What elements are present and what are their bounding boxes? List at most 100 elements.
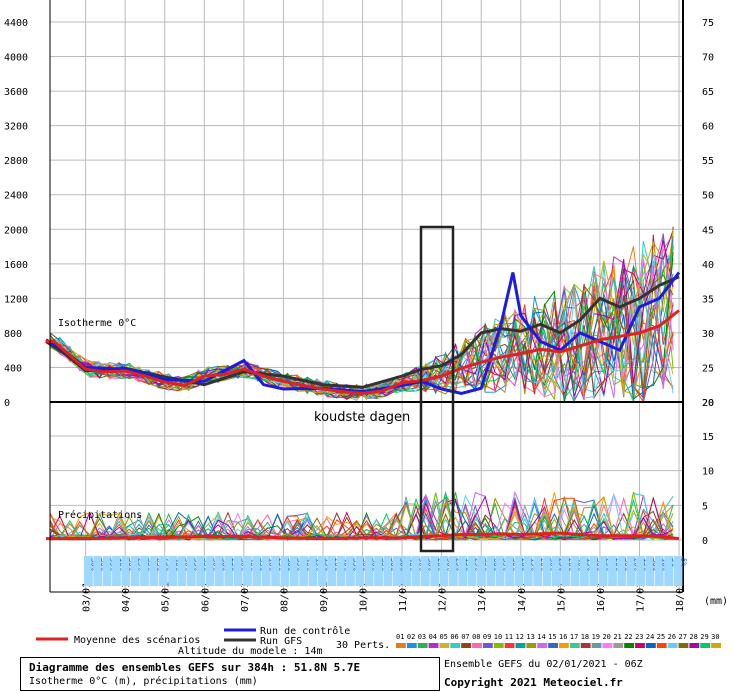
probability-cell [271,556,280,586]
probability-cell [430,556,440,586]
precip-mean-line [46,531,680,541]
probability-cell [355,556,365,586]
y-left-tick-label: 3200 [4,122,28,133]
probability-cell [673,556,683,586]
probability-cell [196,556,206,586]
probability-cell [168,556,177,586]
probability-cell [467,556,477,586]
probability-cell [205,556,215,586]
probability-cell [654,556,664,586]
probability-cell [533,556,543,586]
member-number-label: 02 [407,633,415,641]
y-right-tick-label: 25 [702,363,714,374]
chart-legend: Moyenne des scénarios Run de contrôleRun … [36,625,721,651]
precip-tick-label: 5 [702,501,708,512]
y-left-tick-label: 1200 [4,294,28,305]
probability-cell [542,556,552,586]
probability-cell [140,556,149,586]
date-tick-label: 04/01 [121,582,132,612]
probability-cell [280,556,290,586]
precip-tick-label: 10 [702,467,714,478]
y-right-tick-label: 40 [702,260,714,271]
member-color-swatch [493,643,504,648]
probability-cell [186,556,196,586]
member-number-label: 24 [646,633,654,641]
member-color-swatch [700,643,711,648]
diagram-subtitle: Isotherme 0°C (m), précipitations (mm) [29,676,258,687]
legend-control-label: Run de contrôle [260,625,350,637]
member-color-swatch [461,643,472,648]
y-left-tick-label: 2400 [4,191,28,202]
probability-cell [523,556,533,586]
annotation-koudste-dagen: koudste dagen [314,410,410,425]
probability-cell [289,556,299,586]
member-number-label: 04 [429,633,437,641]
probability-cell [411,556,421,586]
y-right-tick-label: 30 [702,329,714,340]
precip-tick-label: 0 [702,536,708,547]
date-tick-label: 12/01 [438,582,449,612]
member-number-label: 13 [526,633,534,641]
y-left-tick-label: 800 [4,329,22,340]
run-info: Ensemble GEFS du 02/01/2021 - 06Z [444,659,643,670]
y-right-tick-label: 50 [702,191,714,202]
probability-cell [317,556,327,586]
member-number-label: 17 [570,633,578,641]
member-number-label: 19 [592,633,600,641]
probability-cell [514,556,524,586]
probability-cell [495,556,505,586]
member-color-swatch [417,643,428,648]
y-right-tick-label: 70 [702,53,714,64]
member-number-label: 09 [483,633,491,641]
probability-cell [364,556,374,586]
member-number-label: 20 [602,633,610,641]
probability-cell [617,556,627,586]
probability-strip: 30%30%55%10%30%25%35%65%75%40%30%55%35%3… [84,556,687,586]
member-color-swatch [569,643,580,648]
probability-cell [233,556,243,586]
member-color-swatch [515,643,526,648]
member-color-swatch [396,643,406,648]
probability-cell [84,556,93,586]
member-number-label: 25 [657,633,665,641]
probability-cell [626,556,636,586]
probability-cell [598,556,608,586]
member-number-label: 12 [516,633,524,641]
probability-cell [346,556,355,586]
member-number-label: 14 [537,633,545,641]
member-number-label: 16 [559,633,567,641]
probability-cell [224,556,234,586]
probability-cell [383,556,393,586]
member-color-swatch [504,643,515,648]
footer-info-box: Diagramme des ensembles GEFS sur 384h : … [20,657,440,691]
member-color-swatch [711,643,721,648]
member-number-label: 27 [679,633,687,641]
member-number-label: 01 [396,633,404,641]
member-color-swatch [482,643,493,648]
probability-cell [261,556,271,586]
ensemble-mean-line [46,309,680,395]
y-right-tick-label: 20 [702,398,714,409]
probability-cell [561,556,571,586]
member-number-label: 07 [461,633,469,641]
date-tick-label: 13/01 [477,582,488,612]
member-color-swatch [472,643,482,648]
tick-labels: 03/01 04/01 05/01 06/01 07/01 08/01 09/01 10/01… [4,18,714,612]
precip-panel-title: Précipitations [58,509,142,521]
y-left-tick-label: 0 [4,398,10,409]
probability-cell [374,556,383,586]
date-tick-label: 15/01 [556,582,567,612]
y-left-tick-label: 4400 [4,18,28,29]
probability-cell [589,556,599,586]
member-color-swatch [656,643,667,648]
date-tick-label: 09/01 [319,582,330,612]
probability-cell [636,556,645,586]
probability-cell [252,556,262,586]
member-color-swatch [591,643,602,648]
date-tick-label: 06/01 [200,582,211,612]
member-color-swatch [645,643,656,648]
probability-cell [664,556,674,586]
y-right-tick-label: 65 [702,87,714,98]
probability-cell [336,556,346,586]
member-number-label: 28 [689,633,697,641]
